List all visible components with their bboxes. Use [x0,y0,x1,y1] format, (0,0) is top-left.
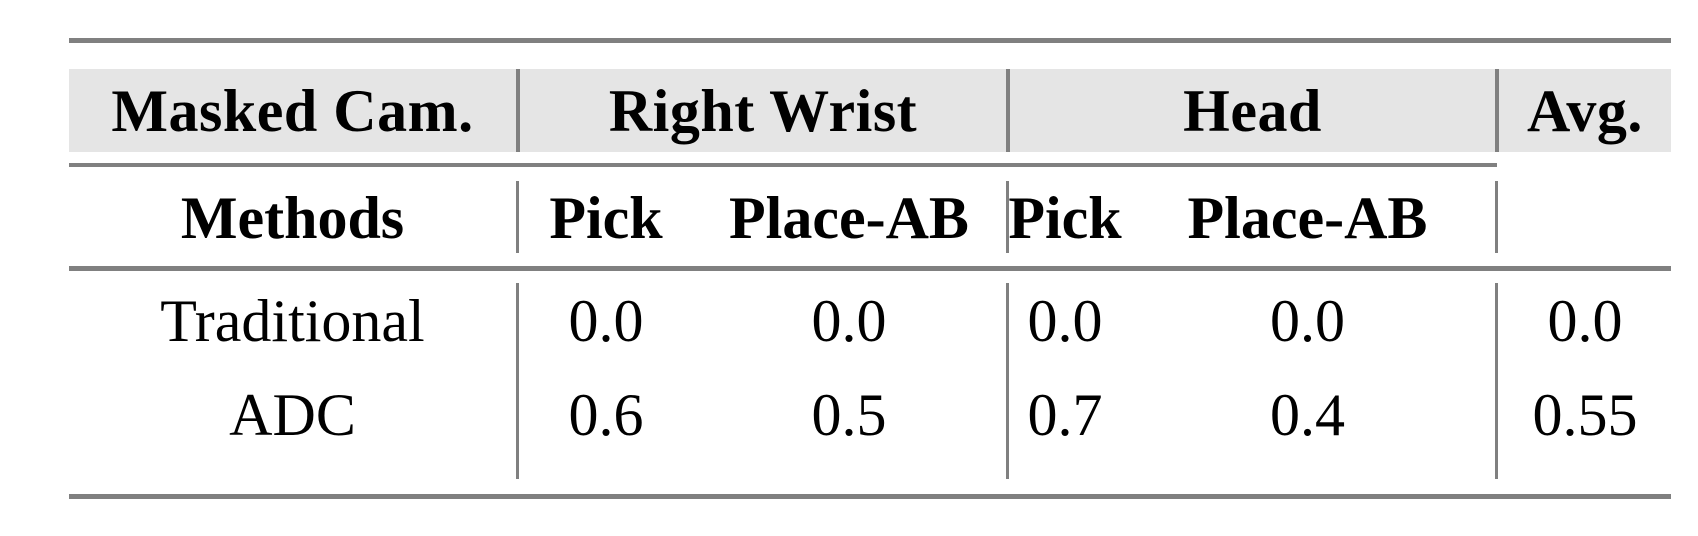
subheader-divider-3 [1495,181,1498,253]
group-divider-1 [516,69,520,152]
table-cell-value: 0.55 [1532,382,1638,448]
group-header-right-wrist: Right Wrist [608,78,918,144]
column-header-head-pick: Pick [1008,185,1122,251]
table-cell-value: 0.0 [1270,288,1345,354]
group-divider-3 [1495,69,1499,152]
table-cell-value: 0.0 [811,288,887,354]
body-divider-3 [1495,283,1498,479]
table-cell-value: 0.0 [568,288,644,354]
table-cell-value: 0.0 [1547,288,1623,354]
header-body-rule [69,266,1671,271]
group-header-masked-cam: Masked Cam. [111,78,474,144]
group-header-band [69,69,1671,152]
body-divider-1 [516,283,519,479]
column-header-right-wrist-place-ab: Place-AB [729,185,969,251]
subheader-divider-1 [516,181,519,253]
table-top-rule [69,38,1671,43]
table-bottom-rule [69,494,1671,499]
group-header-bottom-rule [69,163,1497,167]
group-divider-2 [1006,69,1010,152]
column-header-head-place-ab: Place-AB [1187,185,1428,251]
body-divider-2 [1006,283,1009,479]
table-cell-value: 0.0 [1027,288,1103,354]
table-cell-value: 0.5 [811,382,887,448]
table-row: ADC [229,382,356,448]
group-header-head: Head [1183,78,1322,144]
table-cell-value: 0.4 [1270,382,1345,448]
subheader-divider-2 [1006,181,1009,253]
table-row: Traditional [160,288,425,354]
table-cell-value: 0.7 [1027,382,1103,448]
column-header-methods: Methods [180,185,405,251]
column-header-right-wrist-pick: Pick [549,185,663,251]
group-header-avg: Avg. [1527,78,1643,144]
table-cell-value: 0.6 [568,382,644,448]
